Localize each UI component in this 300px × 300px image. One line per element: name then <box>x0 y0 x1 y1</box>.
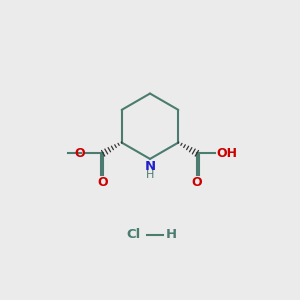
Text: O: O <box>98 176 109 190</box>
Text: H: H <box>146 170 154 180</box>
Text: O: O <box>74 147 85 160</box>
Text: Cl: Cl <box>127 228 141 241</box>
Text: OH: OH <box>217 147 238 160</box>
Text: H: H <box>166 228 177 241</box>
Text: O: O <box>191 176 202 190</box>
Text: N: N <box>144 160 156 173</box>
